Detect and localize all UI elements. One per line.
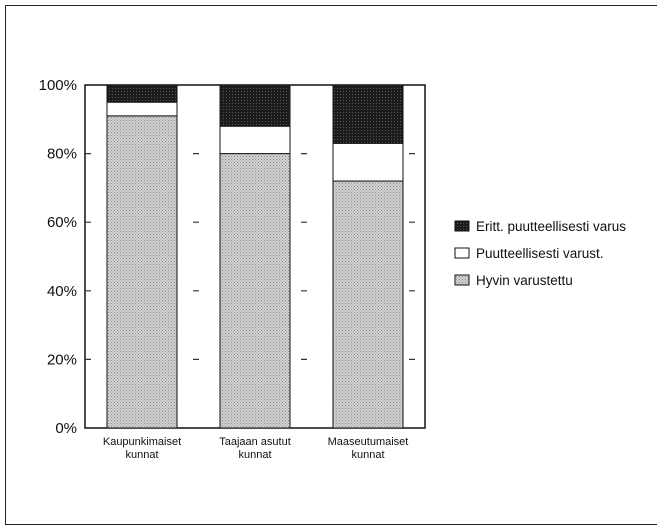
y-tick-label: 100% — [39, 77, 77, 94]
x-category-label: Taajaan asutut kunnat — [219, 436, 291, 461]
y-tick-label: 20% — [47, 351, 77, 368]
legend-swatch — [454, 274, 470, 286]
legend: Eritt. puutteellisesti varus Puutteellise… — [454, 219, 626, 288]
bar-segment — [219, 153, 291, 429]
x-category-label: Kaupunkimaiset kunnat — [103, 436, 181, 461]
y-tick-label: 60% — [47, 214, 77, 231]
bar-segment — [332, 84, 404, 144]
y-tick-label: 0% — [55, 420, 77, 437]
legend-label: Hyvin varustettu — [476, 273, 573, 288]
x-category-label: Maaseutumaiset kunnat — [328, 436, 409, 461]
bar-segment — [219, 84, 291, 127]
plot-area: 0% 20% 40% 60% 80% 100% Kaupunkimaiset kunnat Ta… — [39, 77, 426, 461]
bar-segment — [332, 142, 404, 182]
legend-swatch — [454, 247, 470, 259]
stacked-bar-chart: 0% 20% 40% 60% 80% 100% Kaupunkimaiset kunnat Ta… — [39, 77, 627, 461]
bar-segment — [219, 125, 291, 155]
legend-label: Puutteellisesti varust. — [476, 246, 604, 261]
legend-swatch — [454, 220, 470, 232]
bar-segment — [332, 180, 404, 429]
legend-label: Eritt. puutteellisesti varus — [476, 219, 626, 234]
bar-segment — [106, 115, 178, 429]
y-tick-label: 40% — [47, 283, 77, 300]
bar-segment — [106, 101, 178, 117]
y-tick-label: 80% — [47, 146, 77, 163]
bar-segment — [106, 84, 178, 103]
